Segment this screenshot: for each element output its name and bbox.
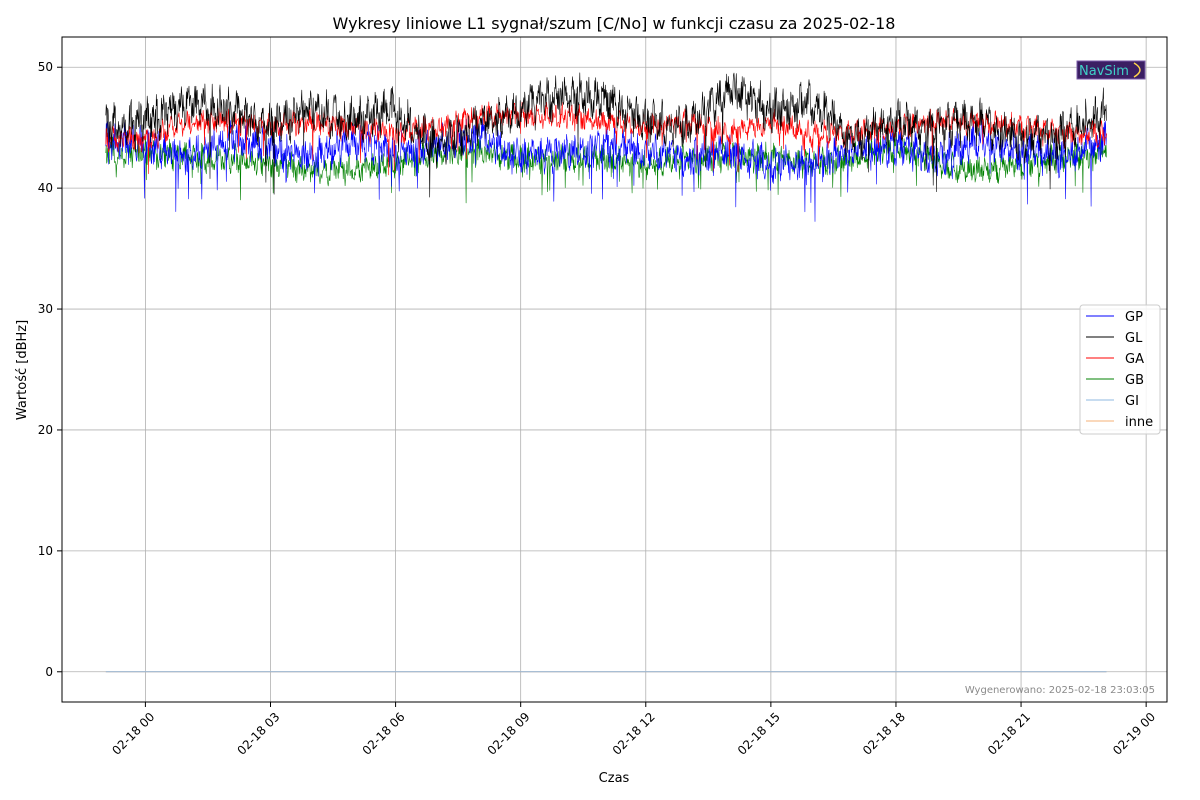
legend-label-gi: GI bbox=[1125, 394, 1139, 409]
navsim-logo-text: NavSim bbox=[1079, 64, 1129, 79]
y-axis-label: Wartość [dBHz] bbox=[15, 320, 30, 420]
x-axis-label: Czas bbox=[599, 771, 630, 786]
legend-label-gl: GL bbox=[1125, 331, 1143, 346]
y-tick-label: 20 bbox=[38, 423, 53, 437]
navsim-logo: NavSim bbox=[1076, 60, 1146, 80]
x-tick-label: 02-18 00 bbox=[109, 710, 157, 758]
legend-label-ga: GA bbox=[1125, 352, 1144, 367]
x-tick-label: 02-18 15 bbox=[735, 710, 783, 758]
x-tick-label: 02-18 18 bbox=[860, 710, 908, 758]
x-tick-label: 02-18 21 bbox=[985, 710, 1033, 758]
x-tick-label: 02-18 03 bbox=[234, 710, 282, 758]
legend-label-gp: GP bbox=[1125, 310, 1143, 325]
logo-arc-icon bbox=[1133, 62, 1141, 78]
legend-label-gb: GB bbox=[1125, 373, 1144, 388]
x-tick-label: 02-18 06 bbox=[360, 710, 408, 758]
series-layer bbox=[105, 72, 1107, 673]
y-axis: 0 10 20 30 40 50 bbox=[38, 60, 62, 679]
legend-label-inne: inne bbox=[1125, 415, 1153, 430]
y-tick-label: 50 bbox=[38, 60, 53, 74]
x-tick-label: 02-18 12 bbox=[610, 710, 658, 758]
legend: GP GL GA GB GI inne bbox=[1079, 304, 1161, 435]
y-tick-label: 30 bbox=[38, 302, 53, 316]
chart-title: Wykresy liniowe L1 sygnał/szum [C/No] w … bbox=[333, 14, 896, 33]
y-tick-label: 40 bbox=[38, 181, 53, 195]
series-line-gl bbox=[105, 72, 1107, 198]
plot-frame bbox=[61, 36, 1168, 703]
x-axis: 02-18 00 02-18 03 02-18 06 02-18 09 02-18 12… bbox=[109, 702, 1158, 758]
series-line-gb bbox=[105, 132, 1107, 204]
generated-timestamp: Wygenerowano: 2025-02-18 23:03:05 bbox=[965, 685, 1155, 696]
y-tick-label: 10 bbox=[38, 544, 53, 558]
y-tick-label: 0 bbox=[45, 665, 53, 679]
x-tick-label: 02-19 00 bbox=[1110, 710, 1158, 758]
x-tick-label: 02-18 09 bbox=[485, 710, 533, 758]
